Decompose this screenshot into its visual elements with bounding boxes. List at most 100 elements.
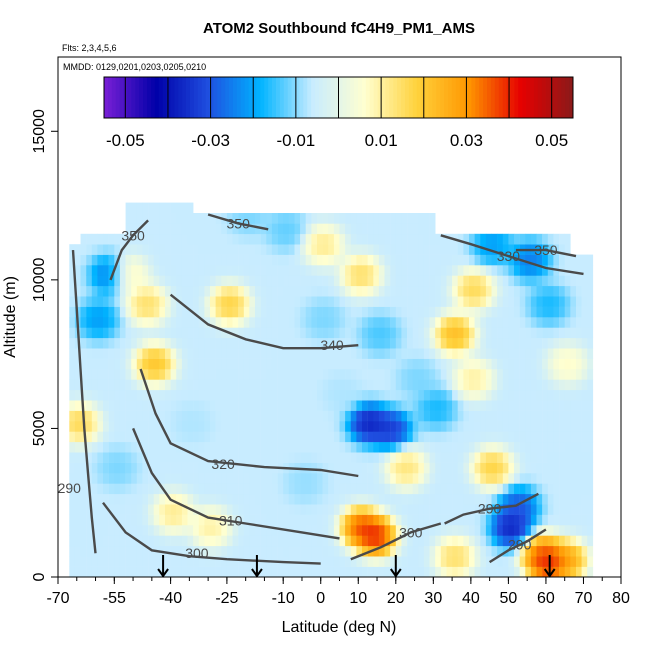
heatmap-cell: [378, 317, 385, 328]
contour-line: [109, 219, 149, 281]
heatmap-cell: [333, 317, 340, 328]
heatmap-cell: [457, 254, 464, 266]
heatmap-cell: [429, 462, 436, 474]
heatmap-cell: [311, 296, 318, 307]
heatmap-cell: [131, 441, 138, 453]
heatmap-cell: [452, 545, 458, 557]
heatmap-cell: [305, 421, 312, 432]
heatmap-cell: [322, 462, 329, 474]
heatmap-cell: [288, 452, 295, 463]
heatmap-cell: [221, 317, 228, 328]
heatmap-cell: [457, 265, 464, 276]
heatmap-cell: [215, 254, 222, 266]
heatmap-cell: [328, 473, 335, 484]
heatmap-cell: [514, 545, 520, 557]
heatmap-cell: [238, 275, 245, 287]
heatmap-cell: [136, 348, 143, 359]
heatmap-cell: [345, 296, 351, 307]
heatmap-cell: [530, 525, 537, 536]
heatmap-cell: [412, 452, 419, 463]
heatmap-cell: [69, 296, 76, 307]
heatmap-cell: [373, 545, 380, 557]
colorbar-swatch: [471, 77, 476, 118]
heatmap-cell: [74, 566, 81, 578]
heatmap-cell: [328, 233, 335, 245]
heatmap-cell: [165, 379, 171, 391]
heatmap-cell: [300, 441, 306, 453]
colorbar-swatch: [189, 77, 195, 118]
heatmap-cell: [474, 473, 481, 484]
heatmap-cell: [457, 493, 464, 505]
heatmap-cell: [108, 493, 115, 505]
x-tick-label: -70: [46, 590, 69, 607]
heatmap-cell: [423, 514, 430, 526]
heatmap-cell: [243, 223, 250, 235]
heatmap-cell: [423, 337, 430, 349]
colorbar-swatch: [381, 77, 386, 118]
heatmap-cell: [288, 535, 295, 547]
heatmap-cell: [204, 285, 211, 297]
heatmap-cell: [547, 410, 554, 422]
heatmap-cell: [108, 317, 115, 328]
heatmap-cell: [322, 254, 329, 266]
heatmap-cell: [536, 473, 543, 484]
heatmap-cell: [193, 473, 199, 484]
heatmap-cell: [514, 473, 520, 484]
contour-line: [440, 234, 584, 276]
heatmap-cell: [283, 410, 290, 422]
heatmap-cell: [452, 514, 458, 526]
heatmap-cell: [153, 462, 160, 474]
heatmap-cell: [108, 556, 115, 567]
heatmap-cell: [328, 431, 335, 443]
heatmap-cell: [378, 265, 385, 276]
heatmap-cell: [114, 566, 121, 578]
heatmap-cell: [395, 493, 402, 505]
heatmap-cell: [553, 337, 560, 349]
heatmap-cell: [412, 379, 419, 391]
heatmap-cell: [407, 244, 413, 255]
heatmap-cell: [131, 369, 138, 380]
heatmap-cell: [283, 348, 290, 359]
colorbar-swatch: [463, 77, 468, 118]
heatmap-cell: [283, 504, 290, 515]
heatmap-cell: [564, 327, 571, 339]
heatmap-cell: [210, 504, 216, 515]
heatmap-cell: [294, 265, 301, 276]
heatmap-cell: [266, 254, 273, 266]
heatmap-cell: [485, 348, 492, 359]
heatmap-cell: [226, 233, 233, 245]
heatmap-cell: [587, 452, 594, 463]
heatmap-cell: [271, 514, 278, 526]
heatmap-cell: [373, 452, 380, 463]
heatmap-cell: [345, 504, 351, 515]
heatmap-cell: [553, 296, 560, 307]
heatmap-cell: [564, 441, 571, 453]
heatmap-cell: [136, 389, 143, 401]
heatmap-cell: [367, 441, 374, 453]
heatmap-cell: [339, 296, 346, 307]
colorbar-swatch: [264, 77, 269, 118]
colorbar-tick-label: -0.01: [276, 131, 315, 150]
chart-title: ATOM2 Southbound fC4H9_PM1_AMS: [203, 20, 475, 37]
heatmap-cell: [153, 317, 160, 328]
heatmap-cell: [187, 202, 194, 214]
heatmap-cell: [367, 462, 374, 474]
heatmap-cell: [418, 358, 425, 370]
heatmap-cell: [570, 421, 577, 432]
heatmap-cell: [317, 233, 323, 245]
heatmap-cell: [69, 525, 76, 536]
heatmap-cell: [277, 452, 284, 463]
heatmap-cell: [345, 358, 351, 370]
flight-arrow: [389, 555, 402, 578]
heatmap-cell: [547, 525, 554, 536]
heatmap-cell: [131, 400, 138, 411]
heatmap-cell: [86, 525, 93, 536]
heatmap-cell: [187, 400, 194, 411]
heatmap-cell: [418, 535, 425, 547]
heatmap-cell: [576, 348, 582, 359]
heatmap-cell: [148, 223, 154, 235]
heatmap-cell: [317, 275, 323, 287]
heatmap-cell: [181, 265, 188, 276]
heatmap-cell: [260, 514, 267, 526]
heatmap-cell: [317, 504, 323, 515]
